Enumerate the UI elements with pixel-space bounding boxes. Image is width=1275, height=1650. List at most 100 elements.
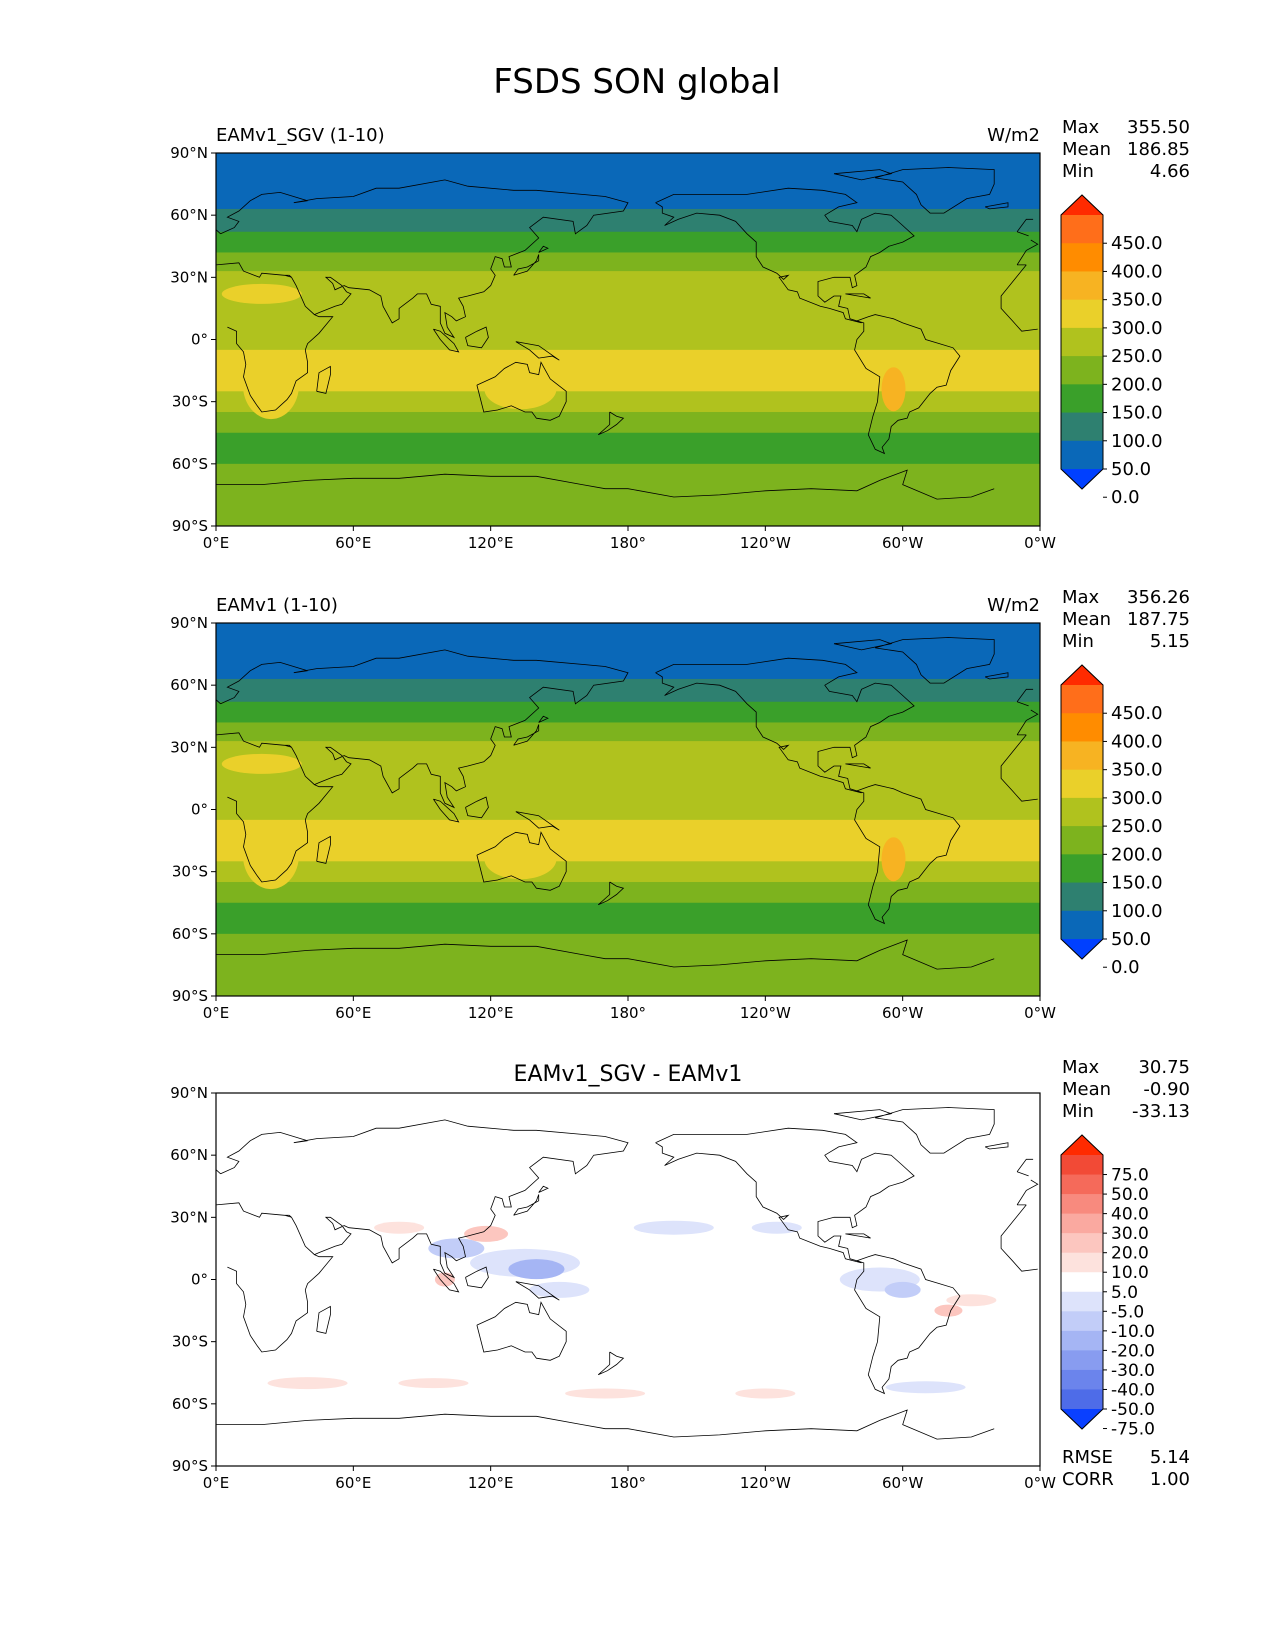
panel-title: EAMv1_SGV (1-10) <box>216 125 385 146</box>
value-band <box>216 432 1040 465</box>
anomaly-region <box>885 1381 966 1394</box>
x-tick-label: 60°W <box>882 1004 924 1022</box>
value-band <box>216 819 1040 862</box>
x-tick-label: 120°E <box>468 1474 514 1492</box>
x-tick-label: 60°E <box>335 1474 371 1492</box>
colorbar-segment <box>1061 1311 1103 1332</box>
colorbar-tick-label: -20.0 <box>1111 1341 1155 1361</box>
colorbar-tick-label: 40.0 <box>1111 1205 1149 1225</box>
x-tick-label: 120°E <box>468 534 514 552</box>
anomaly-region <box>267 1377 348 1390</box>
y-tick-label: 0° <box>191 1271 208 1289</box>
stat-value: 187.75 <box>1127 609 1190 630</box>
x-tick-label: 180° <box>610 1474 646 1492</box>
colorbar-tick-label: 400.0 <box>1111 261 1163 282</box>
andes-high-region <box>881 367 906 412</box>
anomaly-region <box>751 1221 802 1234</box>
anomaly-region <box>508 1259 565 1280</box>
y-tick-label: 60°S <box>172 455 208 473</box>
stat-label: Max <box>1062 117 1100 138</box>
colorbar-tick-label: -10.0 <box>1111 1322 1155 1342</box>
colorbar-tick-label: 450.0 <box>1111 233 1163 254</box>
colorbar-tick-label: 450.0 <box>1111 703 1163 724</box>
colorbar-tick-label: 5.0 <box>1111 1283 1138 1303</box>
y-tick-label: 30°S <box>172 393 208 411</box>
colorbar-segment <box>1061 243 1103 272</box>
colorbar-tick-label: -5.0 <box>1111 1302 1144 1322</box>
africa-high-region <box>242 351 299 420</box>
colorbar-segment <box>1061 327 1103 357</box>
x-tick-label: 180° <box>610 534 646 552</box>
colorbar-tick-label: 150.0 <box>1111 873 1163 894</box>
x-tick-label: 0°W <box>1024 534 1056 552</box>
value-band <box>216 701 1040 723</box>
colorbar-segment <box>1061 1389 1103 1410</box>
colorbar-segment <box>1061 440 1103 470</box>
x-tick-label: 120°E <box>468 1004 514 1022</box>
y-tick-label: 90°N <box>170 144 208 162</box>
colorbar-tick-label: 20.0 <box>1111 1244 1149 1264</box>
andes-high-region <box>881 837 906 882</box>
stat-label: Mean <box>1062 609 1111 630</box>
x-tick-label: 0°W <box>1024 1474 1056 1492</box>
anomaly-region <box>398 1378 469 1389</box>
stat-value: 355.50 <box>1127 117 1190 138</box>
colorbar-tick-label: 150.0 <box>1111 403 1163 424</box>
value-band <box>216 882 1040 904</box>
stat-label: Min <box>1062 161 1094 182</box>
colorbar-tick-label: 100.0 <box>1111 431 1163 452</box>
y-tick-label: 60°N <box>170 206 208 224</box>
colorbar-segment <box>1061 1350 1103 1371</box>
colorbar-tick-label: 100.0 <box>1111 901 1163 922</box>
colorbar-segment <box>1061 1252 1103 1273</box>
anomaly-region <box>428 1238 485 1259</box>
colorbar-extend-top <box>1061 195 1103 215</box>
colorbar-segment <box>1061 356 1103 385</box>
x-tick-label: 60°W <box>882 534 924 552</box>
y-tick-label: 30°N <box>170 268 208 286</box>
stat-label: Mean <box>1062 1079 1111 1100</box>
colorbar-segment <box>1061 1369 1103 1390</box>
stat-label: RMSE <box>1062 1447 1113 1468</box>
anomaly-region <box>934 1304 963 1317</box>
value-band <box>216 463 1040 526</box>
colorbar-tick-label: 10.0 <box>1111 1263 1149 1283</box>
coastline <box>216 637 1039 970</box>
colorbar-tick-label: 50.0 <box>1111 1185 1149 1205</box>
x-tick-label: 180° <box>610 1004 646 1022</box>
stat-label: Min <box>1062 631 1094 652</box>
stat-value: -0.90 <box>1143 1079 1190 1100</box>
colorbar-segment <box>1061 685 1103 714</box>
value-band <box>216 271 1040 295</box>
y-tick-label: 60°S <box>172 1395 208 1413</box>
colorbar-segment <box>1061 713 1103 742</box>
y-tick-label: 60°N <box>170 676 208 694</box>
value-band <box>216 861 1040 883</box>
x-tick-label: 0°E <box>203 1474 230 1492</box>
map-panel-3: 0°E 60°E 120°E 180° 120°W 60°W 0°W 90°N 60°N 30°N… <box>170 1057 1190 1492</box>
anomaly-region <box>735 1388 796 1399</box>
units-label: W/m2 <box>987 595 1040 616</box>
y-tick-label: 60°N <box>170 1146 208 1164</box>
anomaly-region <box>946 1294 997 1307</box>
australia-high-region <box>484 369 557 410</box>
colorbar-tick-label: 50.0 <box>1111 929 1151 950</box>
figure-title: FSDS SON global <box>493 62 780 102</box>
colorbar-tick-label: -75.0 <box>1111 1420 1155 1440</box>
colorbar-extend-top <box>1061 665 1103 685</box>
colorbar-segment <box>1061 1155 1103 1176</box>
colorbar-tick-label: 250.0 <box>1111 346 1163 367</box>
colorbar-tick-label: 350.0 <box>1111 760 1163 781</box>
australia-high-region <box>484 839 557 880</box>
panel-title: EAMv1_SGV - EAMv1 <box>514 1062 743 1087</box>
value-band <box>216 208 1040 233</box>
colorbar-tick-label: 300.0 <box>1111 788 1163 809</box>
value-band <box>216 678 1040 703</box>
value-band <box>216 902 1040 935</box>
colorbar-segment <box>1061 1233 1103 1254</box>
colorbar-tick-label: 75.0 <box>1111 1166 1149 1186</box>
colorbar-segment <box>1061 1213 1103 1234</box>
value-band <box>216 763 1040 802</box>
sahara-region <box>221 283 302 304</box>
